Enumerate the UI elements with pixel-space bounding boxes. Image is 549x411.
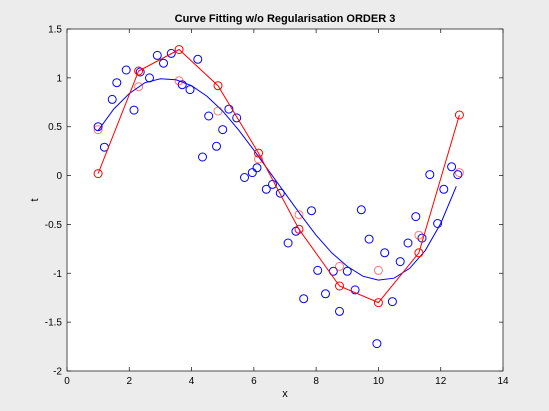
data-point-predicted <box>294 224 304 234</box>
series-line-predicted <box>97 48 460 304</box>
data-point-observed <box>198 152 207 162</box>
data-point-observed <box>433 219 443 228</box>
data-point-observed <box>364 234 374 244</box>
data-point-observed <box>307 206 316 216</box>
y-tick-label: 1 <box>56 73 62 84</box>
data-point-predicted <box>174 45 184 54</box>
series-layer <box>93 45 464 349</box>
data-point-predicted-alt <box>134 82 144 92</box>
data-point-observed <box>447 162 457 172</box>
plot-frame <box>66 28 504 372</box>
data-point-predicted-alt <box>213 106 223 116</box>
series-fit <box>97 78 457 281</box>
data-point-observed <box>335 306 344 316</box>
x-tick-label: 0 <box>64 376 70 387</box>
data-point-observed <box>380 248 390 258</box>
data-point-observed <box>112 78 122 88</box>
data-point-predicted-alt <box>454 168 464 178</box>
y-tick-label: 0.5 <box>48 122 62 133</box>
data-point-observed <box>275 188 285 198</box>
data-point-observed <box>204 111 214 121</box>
data-point-observed <box>212 141 221 151</box>
data-point-predicted <box>93 169 103 179</box>
y-axis-ticks: -2 -1.5 -1 -0.5 0 0.5 1 1.5 <box>45 25 503 378</box>
y-tick-label: 1.5 <box>48 25 62 36</box>
data-point-observed <box>387 297 397 307</box>
data-point-observed <box>372 339 382 349</box>
series-observed <box>93 48 463 349</box>
data-point-predicted <box>134 66 144 76</box>
data-point-predicted-alt <box>174 76 184 86</box>
data-point-observed <box>252 163 262 173</box>
data-point-predicted-alt <box>414 230 424 240</box>
data-point-observed <box>411 212 421 222</box>
data-point-observed <box>395 257 405 267</box>
x-axis-ticks: 0 2 4 6 8 10 12 14 <box>64 29 509 387</box>
data-point-observed <box>299 294 309 304</box>
data-point-observed <box>218 125 228 135</box>
data-point-predicted-alt <box>93 125 103 135</box>
data-point-observed <box>342 266 352 276</box>
data-point-predicted <box>414 248 424 258</box>
y-tick-label: -2 <box>53 367 62 378</box>
data-point-observed <box>453 170 463 180</box>
data-point-observed <box>425 170 435 180</box>
data-point-predicted <box>213 81 223 91</box>
data-point-observed <box>129 105 139 115</box>
y-tick-label: -0.5 <box>45 220 63 231</box>
data-point-observed <box>261 184 271 194</box>
x-tick-label: 6 <box>251 376 257 387</box>
data-point-observed <box>247 168 257 178</box>
series-predicted-alt <box>93 76 464 275</box>
data-point-observed <box>283 238 293 248</box>
data-point-observed <box>107 94 117 104</box>
y-axis-label: t <box>29 198 41 201</box>
data-point-observed <box>321 289 330 299</box>
x-tick-label: 8 <box>313 376 319 387</box>
data-point-observed <box>121 65 131 75</box>
data-point-observed <box>350 285 360 295</box>
data-point-observed <box>93 122 103 132</box>
data-point-observed <box>356 205 366 215</box>
y-tick-label: -1 <box>53 269 62 280</box>
data-point-observed <box>152 50 162 60</box>
x-tick-label: 14 <box>497 376 509 387</box>
x-tick-label: 4 <box>189 376 195 387</box>
data-point-predicted <box>335 281 344 291</box>
chart-title: Curve Fitting w/o Regularisation ORDER 3 <box>175 13 396 25</box>
x-axis-label: x <box>282 388 288 400</box>
data-point-observed <box>232 113 242 123</box>
data-point-predicted <box>254 148 263 158</box>
y-tick-label: -1.5 <box>45 318 63 329</box>
data-point-predicted-alt <box>294 210 304 220</box>
plot-area <box>67 29 503 371</box>
data-point-observed <box>193 54 203 64</box>
data-point-observed <box>403 238 413 248</box>
y-tick-label: 0 <box>56 171 62 182</box>
x-tick-label: 2 <box>127 376 133 387</box>
series-line-fit <box>97 78 457 281</box>
data-point-observed <box>135 67 145 77</box>
data-point-predicted-alt <box>373 265 383 275</box>
data-point-predicted-alt <box>254 154 263 164</box>
data-point-observed <box>166 48 176 58</box>
data-point-predicted <box>373 298 383 308</box>
data-point-observed <box>224 104 234 114</box>
data-point-observed <box>240 173 249 182</box>
data-point-predicted <box>454 110 464 120</box>
series-predicted <box>93 45 464 308</box>
x-tick-label: 12 <box>435 376 447 387</box>
x-tick-label: 10 <box>373 376 385 387</box>
data-point-predicted-alt <box>335 261 344 271</box>
data-point-observed <box>313 265 323 275</box>
data-point-observed <box>439 184 449 194</box>
data-point-observed <box>159 58 168 68</box>
